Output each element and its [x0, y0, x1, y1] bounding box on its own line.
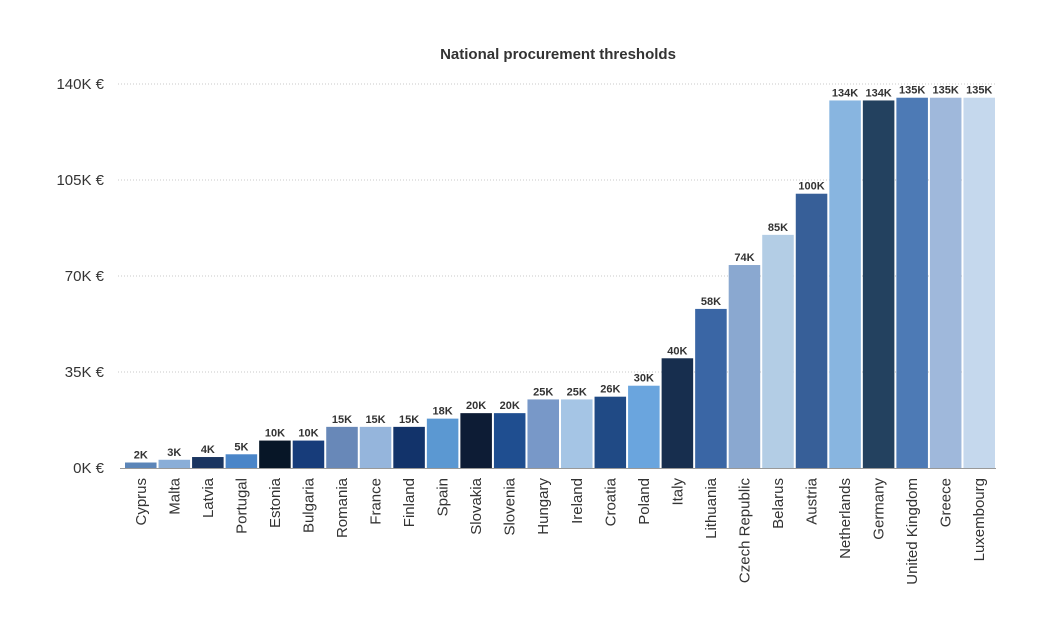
bar	[963, 97, 995, 468]
data-label: 30K	[634, 373, 654, 385]
bar	[561, 399, 593, 468]
x-tick-label: Greece	[938, 478, 955, 527]
data-labels: 2K 3K 4K 5K 10K 10K 15K 15K 15K 18K 20K 20K 25K 25K 26…	[134, 85, 993, 462]
x-tick-label: Austria	[804, 477, 821, 524]
x-tick-label: Spain	[435, 478, 452, 516]
x-tick-label: Latvia	[200, 477, 217, 518]
x-tick-label: Croatia	[602, 477, 619, 526]
bar	[359, 426, 392, 468]
bar	[493, 413, 526, 468]
bar	[728, 265, 761, 468]
data-label: 85K	[768, 222, 788, 234]
data-label: 15K	[399, 414, 419, 426]
x-tick-label: France	[368, 478, 385, 525]
x-tick-label: Italy	[669, 478, 686, 506]
bar	[125, 462, 157, 468]
y-tick-label: 70K €	[65, 268, 105, 285]
x-tick-label: Ireland	[569, 478, 586, 524]
x-tick-label: Luxembourg	[971, 478, 988, 561]
data-label: 10K	[265, 428, 285, 440]
x-tick-label: Cyprus	[133, 478, 150, 526]
x-tick-label: Netherlands	[837, 478, 854, 559]
bar	[326, 426, 358, 468]
y-tick-label: 0K €	[73, 460, 105, 477]
bar	[862, 100, 895, 468]
x-tick-label: Portugal	[233, 478, 250, 534]
bar	[929, 97, 962, 468]
y-tick-label: 140K €	[56, 76, 104, 93]
data-label: 5K	[234, 441, 248, 453]
x-tick-label: Lithuania	[703, 477, 720, 539]
data-label: 15K	[332, 414, 352, 426]
data-label: 58K	[701, 296, 721, 308]
data-label: 135K	[933, 85, 959, 97]
x-tick-label: Slovenia	[502, 477, 519, 535]
x-tick-label: Malta	[166, 477, 183, 514]
x-tick-label: Czech Republic	[736, 478, 753, 584]
data-label: 74K	[734, 252, 754, 264]
bar	[225, 454, 258, 468]
x-tick-label: Finland	[401, 478, 418, 527]
data-label: 135K	[966, 85, 992, 97]
bar	[628, 385, 660, 468]
y-tick-label: 35K €	[65, 364, 105, 381]
bar	[460, 413, 492, 468]
data-label: 100K	[798, 181, 824, 193]
gridlines	[118, 83, 996, 373]
data-label: 20K	[466, 400, 486, 412]
data-label: 134K	[832, 87, 858, 99]
x-tick-label: United Kingdom	[904, 478, 921, 585]
data-label: 4K	[201, 444, 215, 456]
x-tick-label: Estonia	[267, 477, 284, 528]
x-tick-label: Bulgaria	[300, 477, 317, 533]
y-tick-label: 105K €	[56, 172, 104, 189]
bar	[594, 396, 627, 468]
data-label: 25K	[567, 386, 587, 398]
data-label: 135K	[899, 85, 925, 97]
bar	[259, 440, 291, 468]
x-tick-label: Poland	[636, 478, 653, 525]
y-axis-ticks: 0K € 35K € 70K € 105K € 140K €	[56, 76, 104, 477]
bars	[125, 97, 995, 468]
data-label: 3K	[167, 447, 181, 459]
data-label: 10K	[298, 428, 318, 440]
bar	[762, 234, 794, 468]
bar	[661, 358, 694, 468]
data-label: 18K	[433, 406, 453, 418]
x-tick-label: Germany	[871, 478, 888, 540]
x-tick-label: Slovakia	[468, 477, 485, 534]
bar	[393, 426, 425, 468]
bar	[896, 97, 928, 468]
bar	[292, 440, 325, 468]
data-label: 2K	[134, 450, 148, 462]
x-axis-ticks: Cyprus Malta Latvia Portugal Estonia Bulgaria…	[133, 477, 988, 584]
chart-title: National procurement thresholds	[440, 46, 676, 63]
data-label: 26K	[600, 384, 620, 396]
bar	[426, 418, 459, 468]
x-tick-label: Belarus	[770, 478, 787, 529]
bar	[829, 100, 861, 468]
bar	[795, 193, 828, 468]
data-label: 25K	[533, 386, 553, 398]
x-tick-label: Hungary	[535, 478, 552, 535]
data-label: 134K	[865, 87, 891, 99]
bar	[695, 308, 727, 468]
bar	[158, 459, 191, 468]
data-label: 20K	[500, 400, 520, 412]
data-label: 40K	[667, 345, 687, 357]
data-label: 15K	[365, 414, 385, 426]
bar	[192, 457, 224, 468]
x-tick-label: Romania	[334, 477, 351, 538]
bar	[527, 399, 559, 468]
